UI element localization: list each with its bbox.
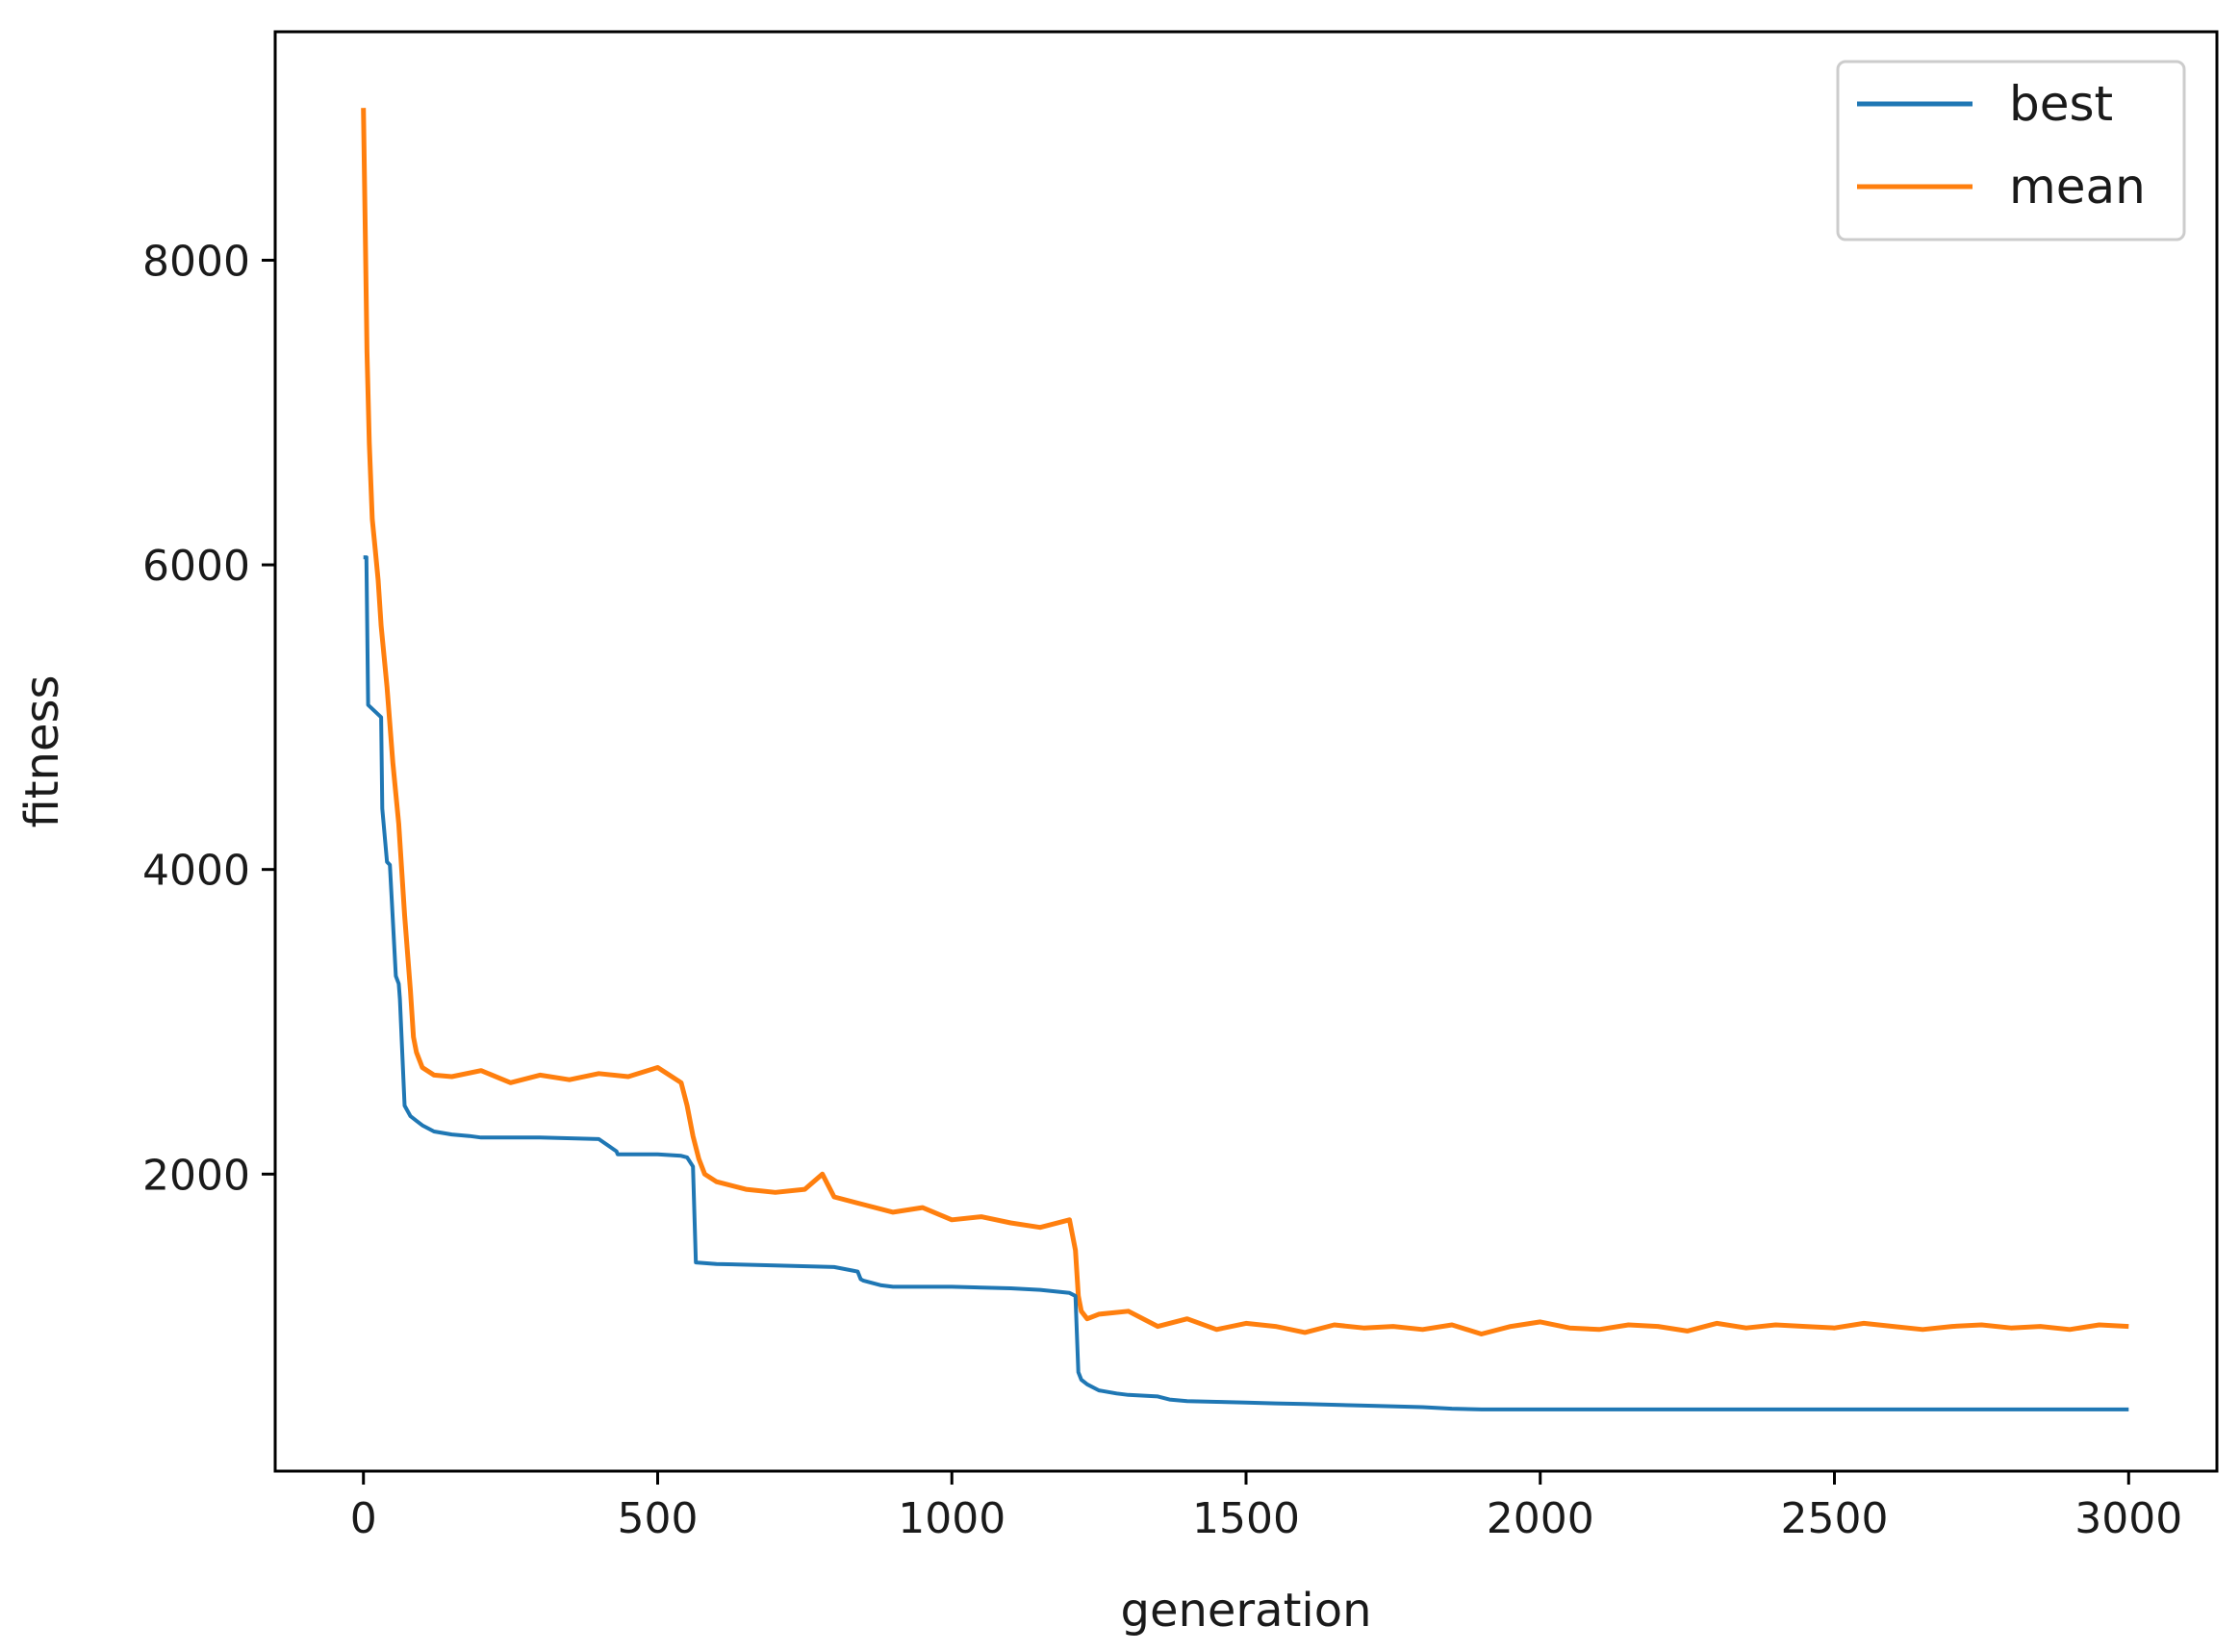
x-tick-label: 0 (350, 1494, 377, 1543)
x-tick-label: 3000 (2075, 1494, 2182, 1543)
x-tick-label: 2000 (1487, 1494, 1594, 1543)
x-axis-ticks: 0 500 1000 1500 2000 2500 3000 (350, 1471, 2182, 1543)
y-tick-label: 6000 (142, 542, 250, 591)
legend-label-mean: mean (2009, 159, 2146, 215)
y-tick-label: 4000 (142, 847, 250, 896)
y-tick-label: 8000 (142, 237, 250, 286)
plot-frame (273, 30, 2219, 1473)
series-line-mean (361, 108, 2129, 1336)
y-tick-label: 2000 (142, 1151, 250, 1200)
x-tick-label: 2500 (1781, 1494, 1889, 1543)
x-axis-label: generation (1120, 1584, 1371, 1638)
x-tick-label: 500 (617, 1494, 698, 1543)
y-axis-ticks: 2000 4000 6000 8000 (142, 237, 275, 1200)
x-tick-label: 1500 (1192, 1494, 1300, 1543)
legend-label-best: best (2009, 76, 2113, 132)
plot-area (273, 30, 2219, 1473)
x-tick-label: 1000 (898, 1494, 1005, 1543)
legend: best mean (1836, 60, 2186, 241)
series-line-best (363, 555, 2129, 1411)
y-axis-label: fitness (15, 674, 69, 827)
series-layer (361, 108, 2129, 1411)
